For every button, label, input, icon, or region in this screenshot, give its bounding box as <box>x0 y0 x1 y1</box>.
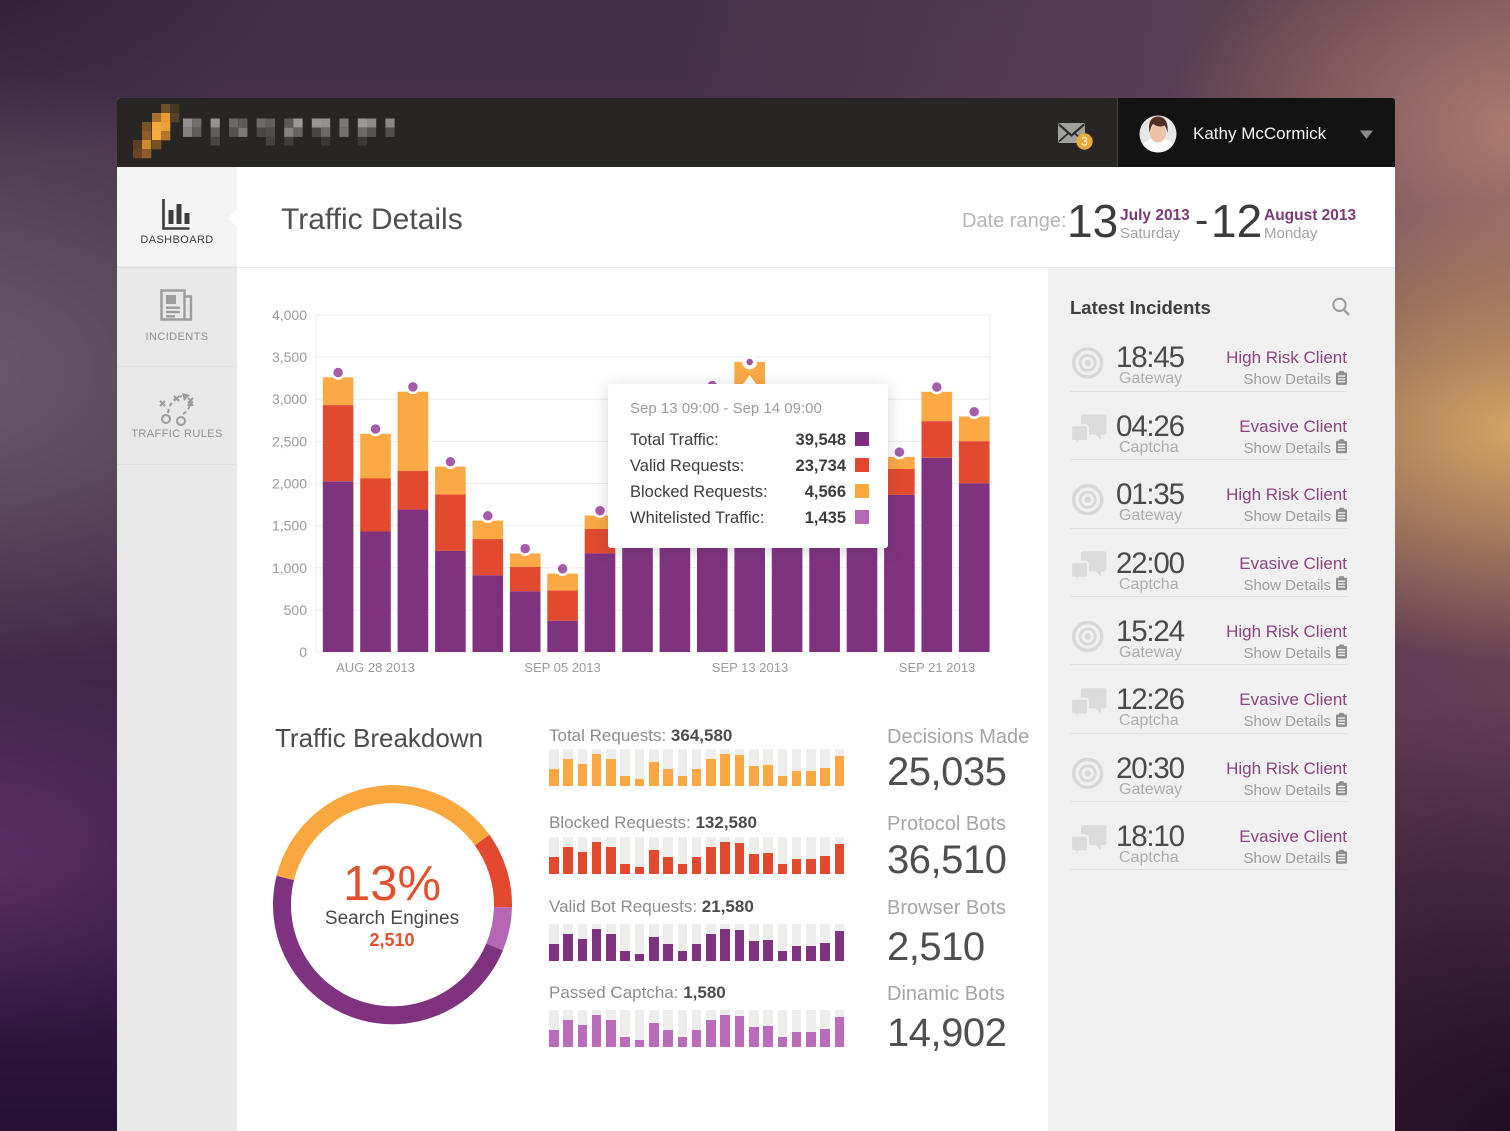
svg-text:4,000: 4,000 <box>272 307 307 323</box>
svg-text:3,000: 3,000 <box>272 391 307 407</box>
svg-text:0: 0 <box>299 644 307 660</box>
svg-text:3: 3 <box>1081 137 1087 149</box>
svg-text:2,500: 2,500 <box>272 433 307 449</box>
svg-text:1,000: 1,000 <box>272 560 307 576</box>
svg-text:500: 500 <box>284 602 308 618</box>
svg-text:SEP 21 2013: SEP 21 2013 <box>899 660 975 675</box>
svg-text:3,500: 3,500 <box>272 349 307 365</box>
svg-text:2,000: 2,000 <box>272 476 307 492</box>
svg-text:SEP 13 2013: SEP 13 2013 <box>712 660 788 675</box>
svg-text:AUG 28 2013: AUG 28 2013 <box>336 660 415 675</box>
svg-text:SEP 05 2013: SEP 05 2013 <box>524 660 600 675</box>
svg-text:1,500: 1,500 <box>272 518 307 534</box>
